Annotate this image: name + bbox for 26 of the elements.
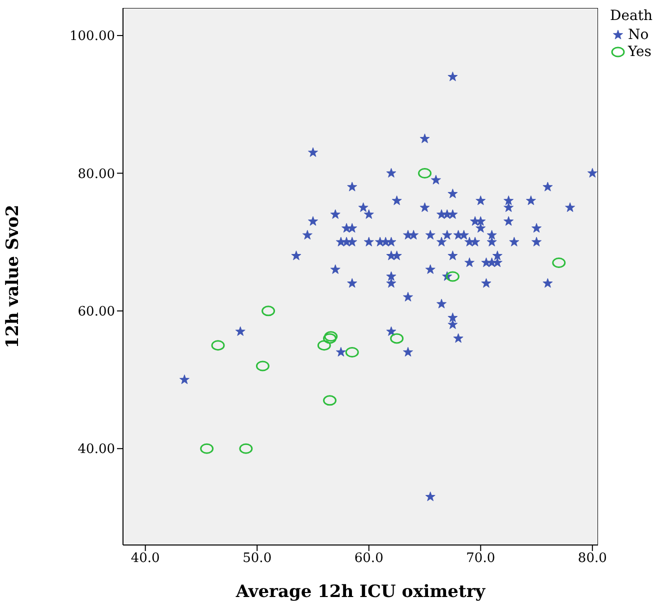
legend-title: Death [610, 8, 652, 24]
x-tick-label: 40.0 [130, 551, 160, 566]
x-tick-label: 70.0 [466, 551, 496, 566]
point [262, 306, 276, 316]
point [446, 271, 460, 282]
point [323, 395, 337, 406]
x-tick-label: 80.0 [578, 551, 607, 566]
point [317, 340, 331, 351]
x-tick-label: 60.0 [354, 551, 384, 566]
legend-label: No [628, 26, 649, 42]
x-axis-title: Average 12h ICU oximetry [234, 582, 486, 601]
y-tick-label: 100.00 [70, 29, 115, 44]
point [239, 443, 253, 454]
point [256, 360, 270, 372]
y-axis-title: 12h value Svo2 [3, 204, 24, 348]
point [390, 333, 404, 344]
y-tick-label: 40.00 [78, 442, 115, 458]
y-tick-label: 60.00 [78, 304, 115, 320]
point [200, 443, 214, 454]
legend-label: Yes [628, 44, 652, 60]
y-tick-label: 80.00 [78, 166, 115, 182]
x-tick-label: 50.0 [242, 551, 272, 566]
point [211, 340, 225, 351]
point [345, 346, 359, 358]
point [418, 168, 432, 178]
point [552, 257, 566, 268]
